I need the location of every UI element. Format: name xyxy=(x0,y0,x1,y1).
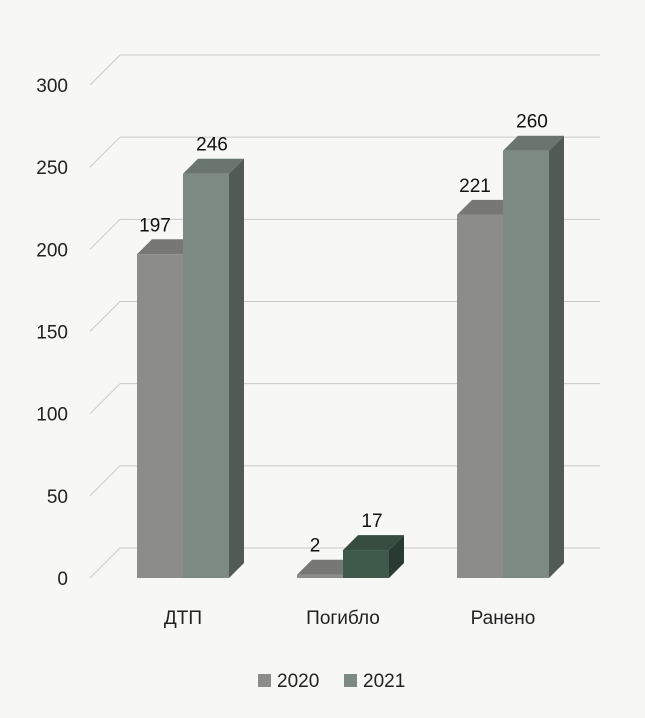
gridline-depth xyxy=(89,54,121,86)
bar-front xyxy=(343,550,389,578)
data-label: 260 xyxy=(516,112,548,133)
data-label: 246 xyxy=(196,135,228,156)
data-label: 17 xyxy=(361,511,382,532)
bar-top xyxy=(503,135,564,151)
y-tick-label: 200 xyxy=(36,240,68,261)
y-tick-label: 50 xyxy=(47,487,68,508)
gridline-depth xyxy=(89,547,121,579)
bar-front xyxy=(297,574,343,578)
data-label: 221 xyxy=(459,176,491,197)
x-category-label: Ранено xyxy=(471,608,536,629)
gridline-depth xyxy=(89,465,121,497)
legend-label-2020: 2020 xyxy=(277,671,319,692)
bar-2021-ДТП xyxy=(183,158,244,579)
bar-top xyxy=(343,535,404,551)
bar-2021-Ранено xyxy=(503,135,564,578)
bar-top xyxy=(457,199,518,215)
x-category-label: ДТП xyxy=(164,608,202,629)
bar-front xyxy=(457,214,503,578)
bar-side xyxy=(549,135,564,578)
gridline-depth xyxy=(89,383,121,415)
bar-side xyxy=(229,158,244,579)
bar-front xyxy=(183,173,229,579)
y-tick-label: 300 xyxy=(36,76,68,97)
gridline-depth xyxy=(89,136,121,168)
y-tick-label: 0 xyxy=(57,569,68,590)
bar-2021-Погибло xyxy=(343,535,404,578)
data-labels: 197 246 2 17 221 260 xyxy=(139,112,548,557)
bar-front xyxy=(503,150,549,578)
gridline-depth xyxy=(89,301,121,332)
y-tick-label: 100 xyxy=(36,405,68,426)
bars xyxy=(137,135,564,579)
data-label: 2 xyxy=(310,536,321,557)
bar-top xyxy=(297,559,358,575)
legend-swatch-2020 xyxy=(258,674,271,687)
bar-front xyxy=(137,254,183,578)
legend: 2020 2021 xyxy=(258,671,405,692)
bar-side xyxy=(389,535,404,578)
gridline-depth xyxy=(89,218,121,250)
legend-swatch-2021 xyxy=(344,674,357,687)
y-tick-label: 250 xyxy=(36,158,68,179)
legend-label-2021: 2021 xyxy=(363,671,405,692)
y-axis-ticks: 0 50 100 150 200 250 300 xyxy=(36,76,68,590)
bar-top xyxy=(137,239,198,255)
x-category-label: Погибло xyxy=(306,608,380,629)
y-tick-label: 150 xyxy=(36,323,68,344)
x-axis-categories: ДТП Погибло Ранено xyxy=(164,608,535,629)
bar-top xyxy=(183,158,244,174)
data-label: 197 xyxy=(139,215,171,236)
